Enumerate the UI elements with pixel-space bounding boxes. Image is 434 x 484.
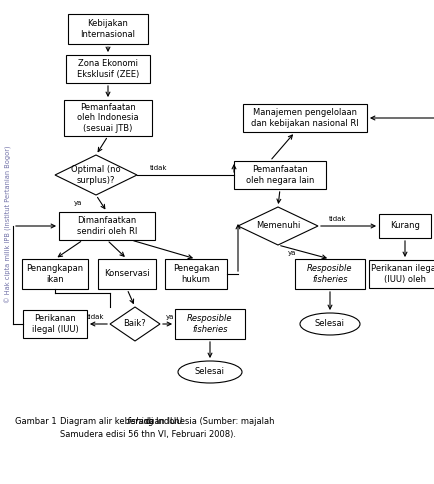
FancyBboxPatch shape (233, 161, 325, 189)
Text: ya: ya (74, 200, 82, 207)
Text: Samudera edisi 56 thn VI, Februari 2008).: Samudera edisi 56 thn VI, Februari 2008)… (60, 429, 236, 439)
FancyBboxPatch shape (243, 104, 366, 132)
Text: Zona Ekonomi
Eksklusif (ZEE): Zona Ekonomi Eksklusif (ZEE) (77, 59, 139, 79)
FancyBboxPatch shape (23, 310, 87, 338)
Text: Penangkapan
ikan: Penangkapan ikan (26, 264, 83, 284)
Text: fishing: fishing (126, 418, 154, 426)
Text: Resposible
fisheries: Resposible fisheries (187, 314, 232, 334)
Text: Baik?: Baik? (123, 319, 146, 329)
Text: Pemanfaatan
oleh Indonesia
(sesuai JTB): Pemanfaatan oleh Indonesia (sesuai JTB) (77, 103, 138, 133)
FancyBboxPatch shape (68, 14, 148, 44)
Text: Optimal (no
surplus)?: Optimal (no surplus)? (71, 165, 121, 185)
Polygon shape (55, 155, 137, 195)
FancyBboxPatch shape (59, 212, 155, 240)
Text: ya: ya (287, 250, 296, 256)
Text: Penegakan
hukum: Penegakan hukum (172, 264, 219, 284)
Text: Konservasi: Konservasi (104, 270, 149, 278)
Text: Gambar 1: Gambar 1 (15, 418, 56, 426)
Text: Resposible
fisheries: Resposible fisheries (306, 264, 352, 284)
Ellipse shape (178, 361, 241, 383)
FancyBboxPatch shape (368, 260, 434, 288)
Text: tidak: tidak (87, 314, 105, 320)
Text: tidak: tidak (150, 165, 168, 171)
FancyBboxPatch shape (164, 259, 227, 289)
Text: ya: ya (165, 314, 174, 320)
Text: Diagram alir keberadaan IUU: Diagram alir keberadaan IUU (60, 418, 184, 426)
Text: di Indonesia (Sumber: majalah: di Indonesia (Sumber: majalah (142, 418, 273, 426)
Text: Perikanan
ilegal (IUU): Perikanan ilegal (IUU) (32, 314, 78, 334)
Text: tidak: tidak (329, 216, 346, 222)
Text: Kebijakan
Internasional: Kebijakan Internasional (80, 19, 135, 39)
FancyBboxPatch shape (22, 259, 88, 289)
FancyBboxPatch shape (174, 309, 244, 339)
Text: © Hak cipta milik IPB (Institut Pertanian Bogor): © Hak cipta milik IPB (Institut Pertania… (4, 145, 12, 303)
Text: Kurang: Kurang (389, 222, 419, 230)
FancyBboxPatch shape (66, 55, 150, 83)
Text: Perikanan ilegal
(IUU) oleh: Perikanan ilegal (IUU) oleh (371, 264, 434, 284)
FancyBboxPatch shape (98, 259, 156, 289)
Polygon shape (237, 207, 317, 245)
FancyBboxPatch shape (378, 214, 430, 238)
Text: Selesai: Selesai (194, 367, 224, 377)
FancyBboxPatch shape (64, 100, 151, 136)
Text: Selesai: Selesai (314, 319, 344, 329)
Text: Memenuhi: Memenuhi (255, 222, 299, 230)
Ellipse shape (299, 313, 359, 335)
Text: Manajemen pengelolaan
dan kebijakan nasional RI: Manajemen pengelolaan dan kebijakan nasi… (250, 108, 358, 128)
Text: Dimanfaatkan
sendiri oleh RI: Dimanfaatkan sendiri oleh RI (77, 216, 137, 236)
Polygon shape (110, 307, 160, 341)
Text: Pemanfaatan
oleh negara lain: Pemanfaatan oleh negara lain (245, 165, 313, 185)
FancyBboxPatch shape (294, 259, 364, 289)
